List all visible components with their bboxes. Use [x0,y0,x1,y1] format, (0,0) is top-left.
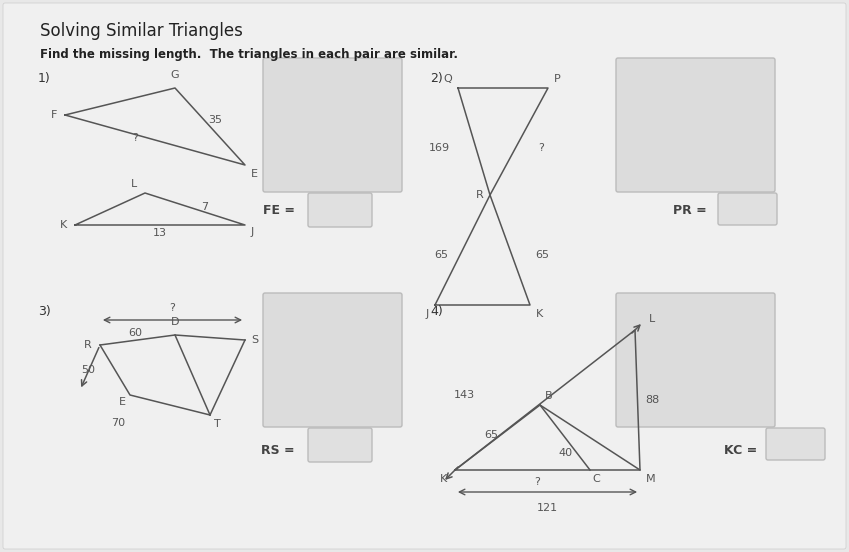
Text: RS =: RS = [261,443,295,457]
Text: ?: ? [534,477,540,487]
Text: D: D [171,317,179,327]
Text: J: J [251,227,254,237]
Text: 169: 169 [429,143,450,153]
Text: K: K [59,220,67,230]
Text: ?: ? [132,133,138,143]
Text: K: K [536,309,543,319]
Text: C: C [592,474,599,484]
FancyBboxPatch shape [263,58,402,192]
FancyBboxPatch shape [718,193,777,225]
Text: T: T [214,419,221,429]
Text: 7: 7 [201,202,209,212]
FancyBboxPatch shape [308,193,372,227]
FancyBboxPatch shape [616,293,775,427]
Text: S: S [251,335,258,345]
Text: 3): 3) [38,305,51,318]
Text: 70: 70 [111,418,125,428]
Text: 50: 50 [81,365,95,375]
Text: Solving Similar Triangles: Solving Similar Triangles [40,22,243,40]
Text: B: B [545,391,553,401]
Text: ?: ? [538,143,544,153]
Text: 60: 60 [128,328,142,338]
Text: 121: 121 [537,503,558,513]
Text: L: L [131,179,137,189]
Text: K: K [440,474,447,484]
Text: E: E [251,169,258,179]
Text: 65: 65 [484,430,498,440]
Text: 13: 13 [153,228,167,238]
Text: F: F [51,110,57,120]
Text: J: J [425,309,429,319]
Text: 143: 143 [454,390,475,400]
Text: 2): 2) [430,72,442,85]
FancyBboxPatch shape [616,58,775,192]
FancyBboxPatch shape [3,3,846,549]
Text: FE =: FE = [263,204,295,216]
Text: P: P [554,74,560,84]
FancyBboxPatch shape [766,428,825,460]
Text: L: L [649,314,655,324]
Text: M: M [646,474,655,484]
Text: 88: 88 [645,395,660,405]
FancyBboxPatch shape [263,293,402,427]
Text: Q: Q [443,74,452,84]
Text: 35: 35 [208,115,222,125]
Text: PR =: PR = [673,204,707,216]
Text: 1): 1) [38,72,51,85]
Text: 65: 65 [535,250,549,260]
Text: R: R [476,190,484,200]
Text: R: R [84,340,92,350]
Text: 65: 65 [434,250,448,260]
FancyBboxPatch shape [308,428,372,462]
Text: G: G [171,70,179,80]
Text: KC =: KC = [723,443,757,457]
Text: Find the missing length.  The triangles in each pair are similar.: Find the missing length. The triangles i… [40,48,458,61]
Text: E: E [119,397,126,407]
Text: 4): 4) [430,305,442,318]
Text: 40: 40 [559,448,573,458]
Text: ?: ? [169,303,175,313]
